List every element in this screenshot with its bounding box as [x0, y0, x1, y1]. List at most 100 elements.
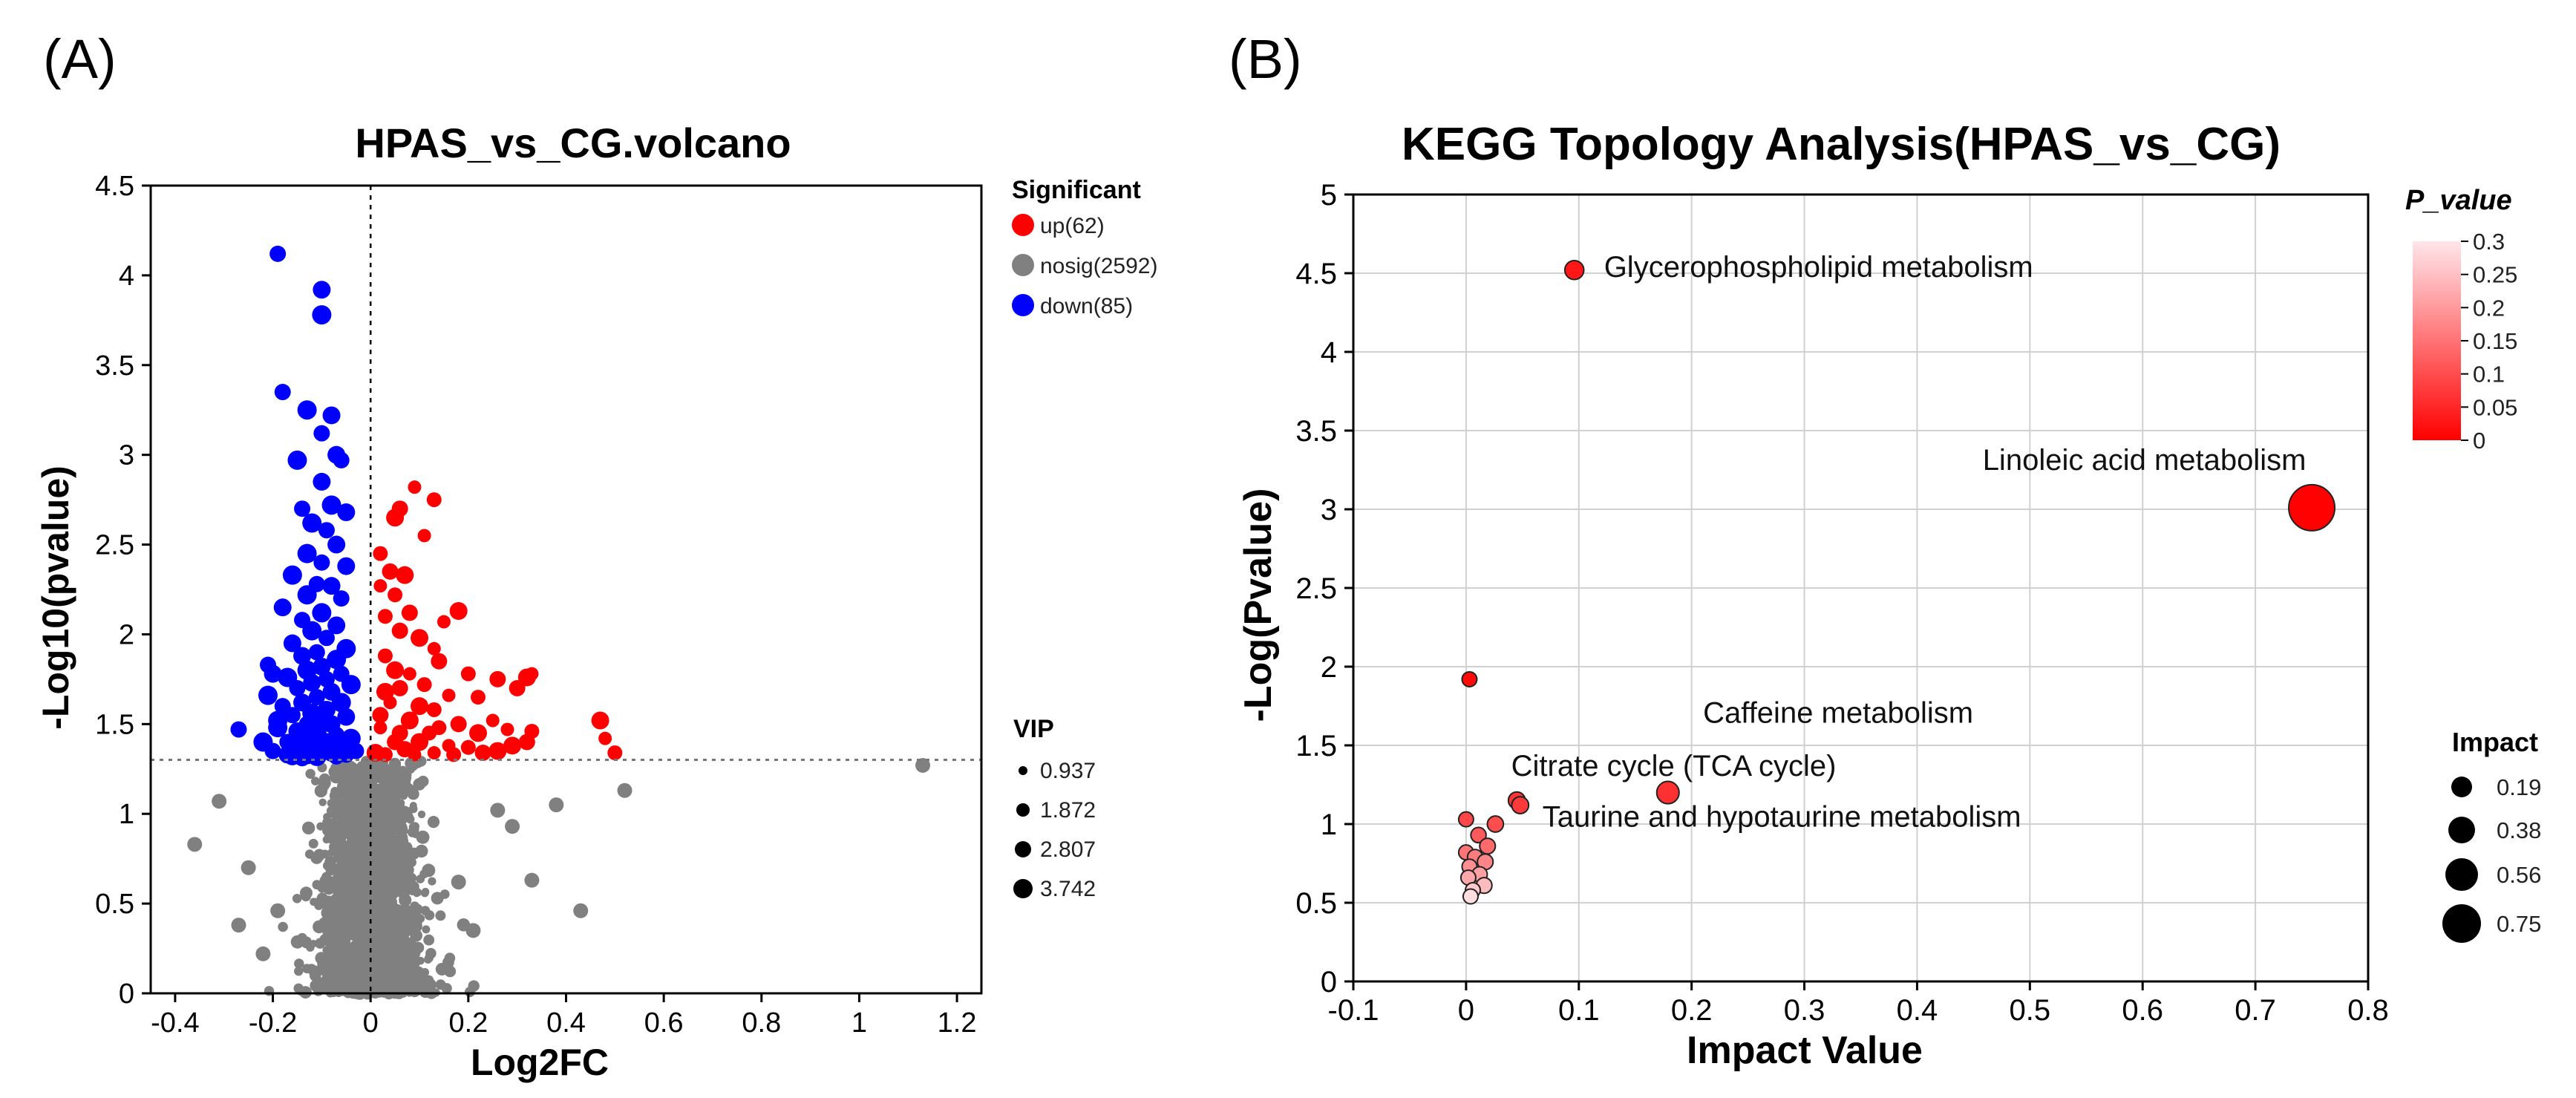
nosig-point: [406, 883, 419, 895]
nosig-point: [292, 894, 302, 903]
nosig-point: [231, 918, 246, 933]
down-point: [258, 685, 278, 705]
legend-up-marker: [1012, 214, 1034, 236]
nosig-point: [439, 889, 450, 899]
down-point: [283, 634, 301, 653]
nosig-point: [389, 812, 397, 821]
pathway-point: [1461, 670, 1478, 687]
nosig-point: [212, 794, 227, 809]
kegg-y-tick-label: 2.5: [1295, 572, 1337, 605]
nosig-point: [317, 958, 330, 971]
nosig-point: [385, 893, 393, 902]
volcano-y-tick-label: 1: [119, 799, 134, 830]
nosig-point: [330, 879, 340, 889]
volcano-y-tick-label: 3.5: [95, 350, 134, 382]
up-point: [446, 747, 462, 762]
up-point: [431, 653, 448, 670]
volcano-y-tick-label: 3: [119, 440, 134, 471]
nosig-point: [406, 872, 417, 883]
nosig-point: [411, 949, 419, 958]
pathway-point: [1563, 259, 1585, 281]
nosig-point: [363, 963, 372, 972]
volcano-x-tick-label: 0: [363, 1007, 379, 1039]
nosig-point: [408, 967, 419, 978]
vip-legend: VIP 0.937 1.872 2.807 3.742: [1013, 715, 1096, 901]
up-point: [386, 661, 405, 679]
nosig-point: [310, 940, 318, 948]
kegg-y-tick-label: 1.5: [1295, 730, 1337, 762]
up-point: [408, 748, 422, 762]
nosig-point: [352, 854, 362, 865]
up-point: [383, 696, 397, 710]
pathway-point: [1655, 780, 1680, 805]
nosig-point: [399, 791, 408, 800]
nosig-point: [421, 887, 430, 896]
kegg-y-tick-label: 4.5: [1295, 258, 1337, 290]
down-point: [308, 644, 325, 661]
nosig-point: [397, 882, 407, 892]
down-point: [230, 721, 247, 738]
nosig-point: [390, 845, 404, 858]
nosig-point: [451, 875, 466, 890]
down-point: [297, 400, 317, 420]
nosig-point: [333, 896, 345, 909]
volcano-panel: (A) HPAS_vs_CG.volcano -0.4 -0.2 0 0.2 0.4 0.…: [35, 28, 1157, 1083]
nosig-point: [330, 808, 341, 820]
nosig-point: [402, 782, 414, 794]
nosig-point: [385, 765, 397, 777]
nosig-point: [418, 976, 430, 987]
down-point: [318, 630, 335, 647]
kegg-panel: (B) KEGG Topology Analysis(HPAS_vs_CG) G…: [1229, 28, 2541, 1072]
up-point: [391, 679, 408, 696]
nosig-point: [468, 980, 480, 992]
down-point: [282, 565, 302, 585]
kegg-y-tick-label: 1: [1321, 808, 1337, 841]
down-point: [337, 708, 356, 726]
down-point: [313, 425, 330, 442]
up-point: [377, 609, 393, 624]
down-point: [297, 543, 317, 563]
down-point: [284, 707, 301, 724]
up-point: [408, 480, 422, 494]
nosig-point: [339, 811, 351, 824]
up-point: [442, 688, 456, 702]
vip-legend-label-2: 1.872: [1040, 798, 1096, 823]
impact-legend-marker-4: [2442, 904, 2481, 943]
kegg-y-tick-label: 3.5: [1295, 415, 1337, 448]
nosig-point: [376, 949, 385, 958]
nosig-point: [417, 775, 429, 788]
pathway-point: [1486, 815, 1505, 833]
nosig-point: [409, 802, 417, 809]
p-value-legend-title: P_value: [2405, 185, 2512, 216]
nosig-point: [363, 779, 372, 788]
up-point: [489, 670, 506, 687]
nosig-point: [416, 875, 425, 883]
down-point: [269, 245, 287, 262]
up-point: [450, 716, 467, 733]
up-point: [400, 711, 419, 730]
kegg-axes: -0.1 0 0.1 0.2 0.3 0.4 0.5 0.6 0.7 0.800.511.522.…: [1295, 179, 2388, 1027]
pathway-point: [1462, 888, 1479, 905]
volcano-y-tick-label: 1.5: [95, 709, 134, 740]
volcano-y-tick-label: 2: [119, 619, 134, 650]
impact-legend-marker-1: [2451, 777, 2472, 797]
pathway-point: [1479, 837, 1497, 855]
nosig-point: [327, 978, 336, 986]
kegg-x-tick-label: 0.6: [2122, 994, 2163, 1027]
up-point: [402, 667, 416, 681]
pathway-point: [1457, 811, 1474, 828]
nosig-point-group: [187, 755, 931, 1000]
nosig-point: [393, 777, 403, 786]
up-point: [426, 702, 442, 717]
down-point: [313, 281, 331, 299]
kegg-x-tick-label: 0.1: [1558, 994, 1600, 1027]
nosig-point: [302, 964, 312, 974]
nosig-point: [422, 925, 431, 934]
up-point: [503, 736, 522, 755]
nosig-point: [385, 829, 393, 837]
down-point: [327, 616, 346, 635]
volcano-marks: [230, 245, 623, 767]
nosig-point: [420, 906, 431, 915]
down-point: [321, 495, 341, 515]
nosig-point: [329, 840, 341, 853]
